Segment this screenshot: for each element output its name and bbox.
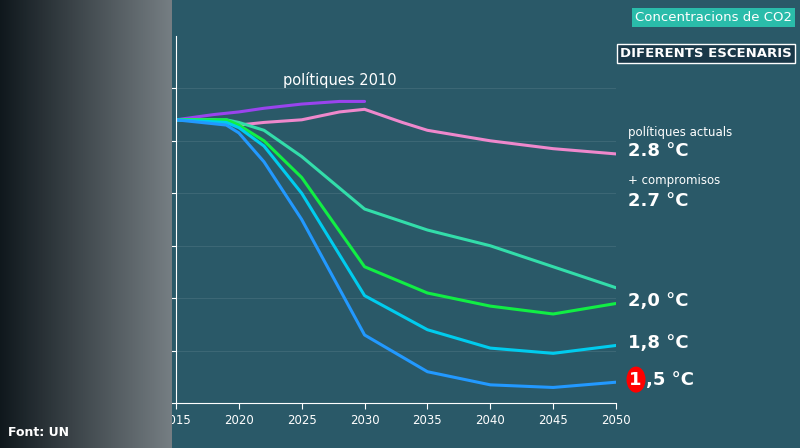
- Text: 1,8 °C: 1,8 °C: [628, 334, 689, 352]
- Text: polítiques actuals: polítiques actuals: [628, 126, 732, 139]
- Text: + compromisos: + compromisos: [628, 174, 720, 187]
- Text: 2,0 °C: 2,0 °C: [628, 292, 689, 310]
- Text: Font: UN: Font: UN: [8, 426, 69, 439]
- Text: 2.7 °C: 2.7 °C: [628, 192, 689, 210]
- Y-axis label: GT CO2: GT CO2: [130, 193, 144, 246]
- Text: Concentracions de CO2: Concentracions de CO2: [635, 11, 792, 24]
- Text: DIFERENTS ESCENARIS: DIFERENTS ESCENARIS: [620, 47, 792, 60]
- Text: 2.8 °C: 2.8 °C: [628, 142, 689, 160]
- Text: ,5 °C: ,5 °C: [646, 370, 694, 388]
- Text: 1: 1: [629, 370, 642, 388]
- Text: polítiques 2010: polítiques 2010: [283, 73, 397, 88]
